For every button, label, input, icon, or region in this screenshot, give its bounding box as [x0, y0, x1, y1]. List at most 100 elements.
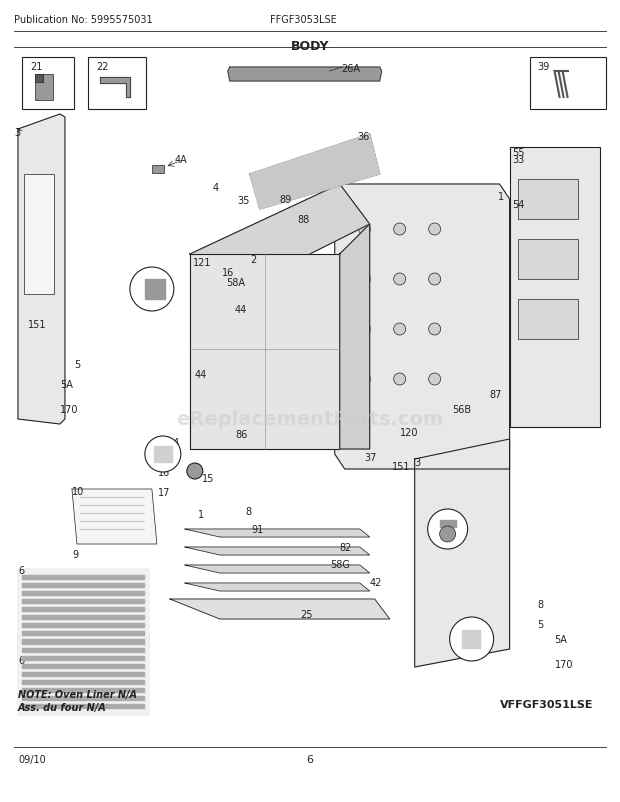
Circle shape: [428, 323, 441, 335]
Polygon shape: [22, 648, 144, 652]
Text: 44: 44: [195, 370, 207, 379]
Polygon shape: [18, 634, 148, 714]
Text: 6: 6: [18, 655, 24, 665]
Polygon shape: [22, 607, 144, 611]
Polygon shape: [22, 680, 144, 684]
Circle shape: [394, 323, 405, 335]
Polygon shape: [145, 280, 165, 300]
Text: 87: 87: [490, 390, 502, 399]
Circle shape: [428, 374, 441, 386]
Polygon shape: [22, 664, 144, 668]
Text: 16: 16: [222, 268, 234, 277]
Text: NOTE: Oven Liner N/A: NOTE: Oven Liner N/A: [18, 689, 137, 699]
Bar: [18, 634, 148, 714]
Text: 120: 120: [400, 427, 418, 437]
Text: 151: 151: [392, 461, 410, 472]
Text: 44: 44: [235, 305, 247, 314]
Text: 33: 33: [513, 155, 525, 164]
Circle shape: [394, 224, 405, 236]
Bar: [518, 180, 578, 220]
Polygon shape: [22, 639, 144, 643]
Polygon shape: [185, 583, 370, 591]
Polygon shape: [18, 569, 148, 649]
Text: 170: 170: [554, 659, 573, 669]
Polygon shape: [22, 591, 144, 595]
Text: VFFGF3051LSE: VFFGF3051LSE: [500, 699, 593, 709]
Text: 6: 6: [18, 565, 24, 575]
Polygon shape: [22, 631, 144, 635]
Circle shape: [440, 526, 456, 542]
Bar: [35, 75, 43, 83]
Polygon shape: [440, 520, 456, 528]
Polygon shape: [154, 447, 172, 463]
Polygon shape: [22, 704, 144, 708]
Polygon shape: [22, 599, 144, 603]
Bar: [529, 58, 606, 110]
Circle shape: [187, 464, 203, 480]
Text: FFGF3053LSE: FFGF3053LSE: [270, 15, 337, 25]
Bar: [152, 166, 164, 174]
Text: 4A: 4A: [175, 155, 188, 164]
Text: 39: 39: [538, 62, 550, 72]
Text: 5A: 5A: [60, 379, 73, 390]
Polygon shape: [340, 225, 370, 449]
Text: 170: 170: [60, 404, 79, 415]
Circle shape: [130, 268, 174, 312]
Polygon shape: [22, 583, 144, 587]
Polygon shape: [250, 135, 379, 210]
Text: 8: 8: [538, 599, 544, 610]
Text: 88: 88: [298, 215, 310, 225]
Text: 86: 86: [236, 429, 248, 439]
Polygon shape: [22, 615, 144, 619]
Text: 55: 55: [513, 148, 525, 158]
Text: 5: 5: [74, 359, 80, 370]
Text: 58A: 58A: [226, 277, 245, 288]
Polygon shape: [100, 78, 130, 98]
Text: 2: 2: [250, 255, 256, 265]
Text: 3: 3: [415, 457, 421, 468]
Polygon shape: [18, 115, 65, 424]
Polygon shape: [22, 640, 144, 644]
Text: 9: 9: [72, 549, 78, 559]
Text: 5: 5: [538, 619, 544, 630]
Text: eReplacementParts.com: eReplacementParts.com: [176, 410, 443, 429]
Polygon shape: [462, 630, 480, 648]
Text: 89: 89: [280, 195, 292, 205]
Circle shape: [359, 323, 371, 335]
Polygon shape: [22, 696, 144, 700]
Text: 3: 3: [14, 128, 20, 138]
Circle shape: [428, 509, 467, 549]
Circle shape: [359, 224, 371, 236]
Bar: [35, 75, 53, 101]
Text: 54: 54: [513, 200, 525, 210]
Text: 42: 42: [370, 577, 382, 587]
Text: 1: 1: [498, 192, 503, 202]
Polygon shape: [22, 623, 144, 627]
Text: 14: 14: [168, 437, 180, 448]
Text: 82: 82: [340, 542, 352, 553]
Circle shape: [359, 374, 371, 386]
Text: 12: 12: [140, 285, 153, 294]
Polygon shape: [190, 255, 340, 449]
Polygon shape: [22, 672, 144, 676]
Bar: [88, 58, 146, 110]
Circle shape: [145, 436, 181, 472]
Circle shape: [428, 273, 441, 286]
Text: Ass. du four N/A: Ass. du four N/A: [18, 702, 107, 712]
Text: 121: 121: [193, 257, 211, 268]
Text: Publication No: 5995575031: Publication No: 5995575031: [14, 15, 153, 25]
Text: 37: 37: [365, 452, 377, 463]
Text: 1: 1: [198, 509, 204, 520]
Polygon shape: [22, 656, 144, 660]
Text: 56B: 56B: [453, 404, 472, 415]
Circle shape: [359, 273, 371, 286]
Text: 58G: 58G: [330, 559, 350, 569]
Text: 22: 22: [96, 62, 108, 72]
Text: 09/10: 09/10: [18, 754, 46, 764]
Circle shape: [394, 273, 405, 286]
Circle shape: [450, 618, 494, 661]
Bar: [18, 569, 148, 649]
Text: 21: 21: [30, 62, 42, 72]
Text: 4: 4: [213, 183, 219, 192]
Text: 15: 15: [202, 473, 215, 484]
